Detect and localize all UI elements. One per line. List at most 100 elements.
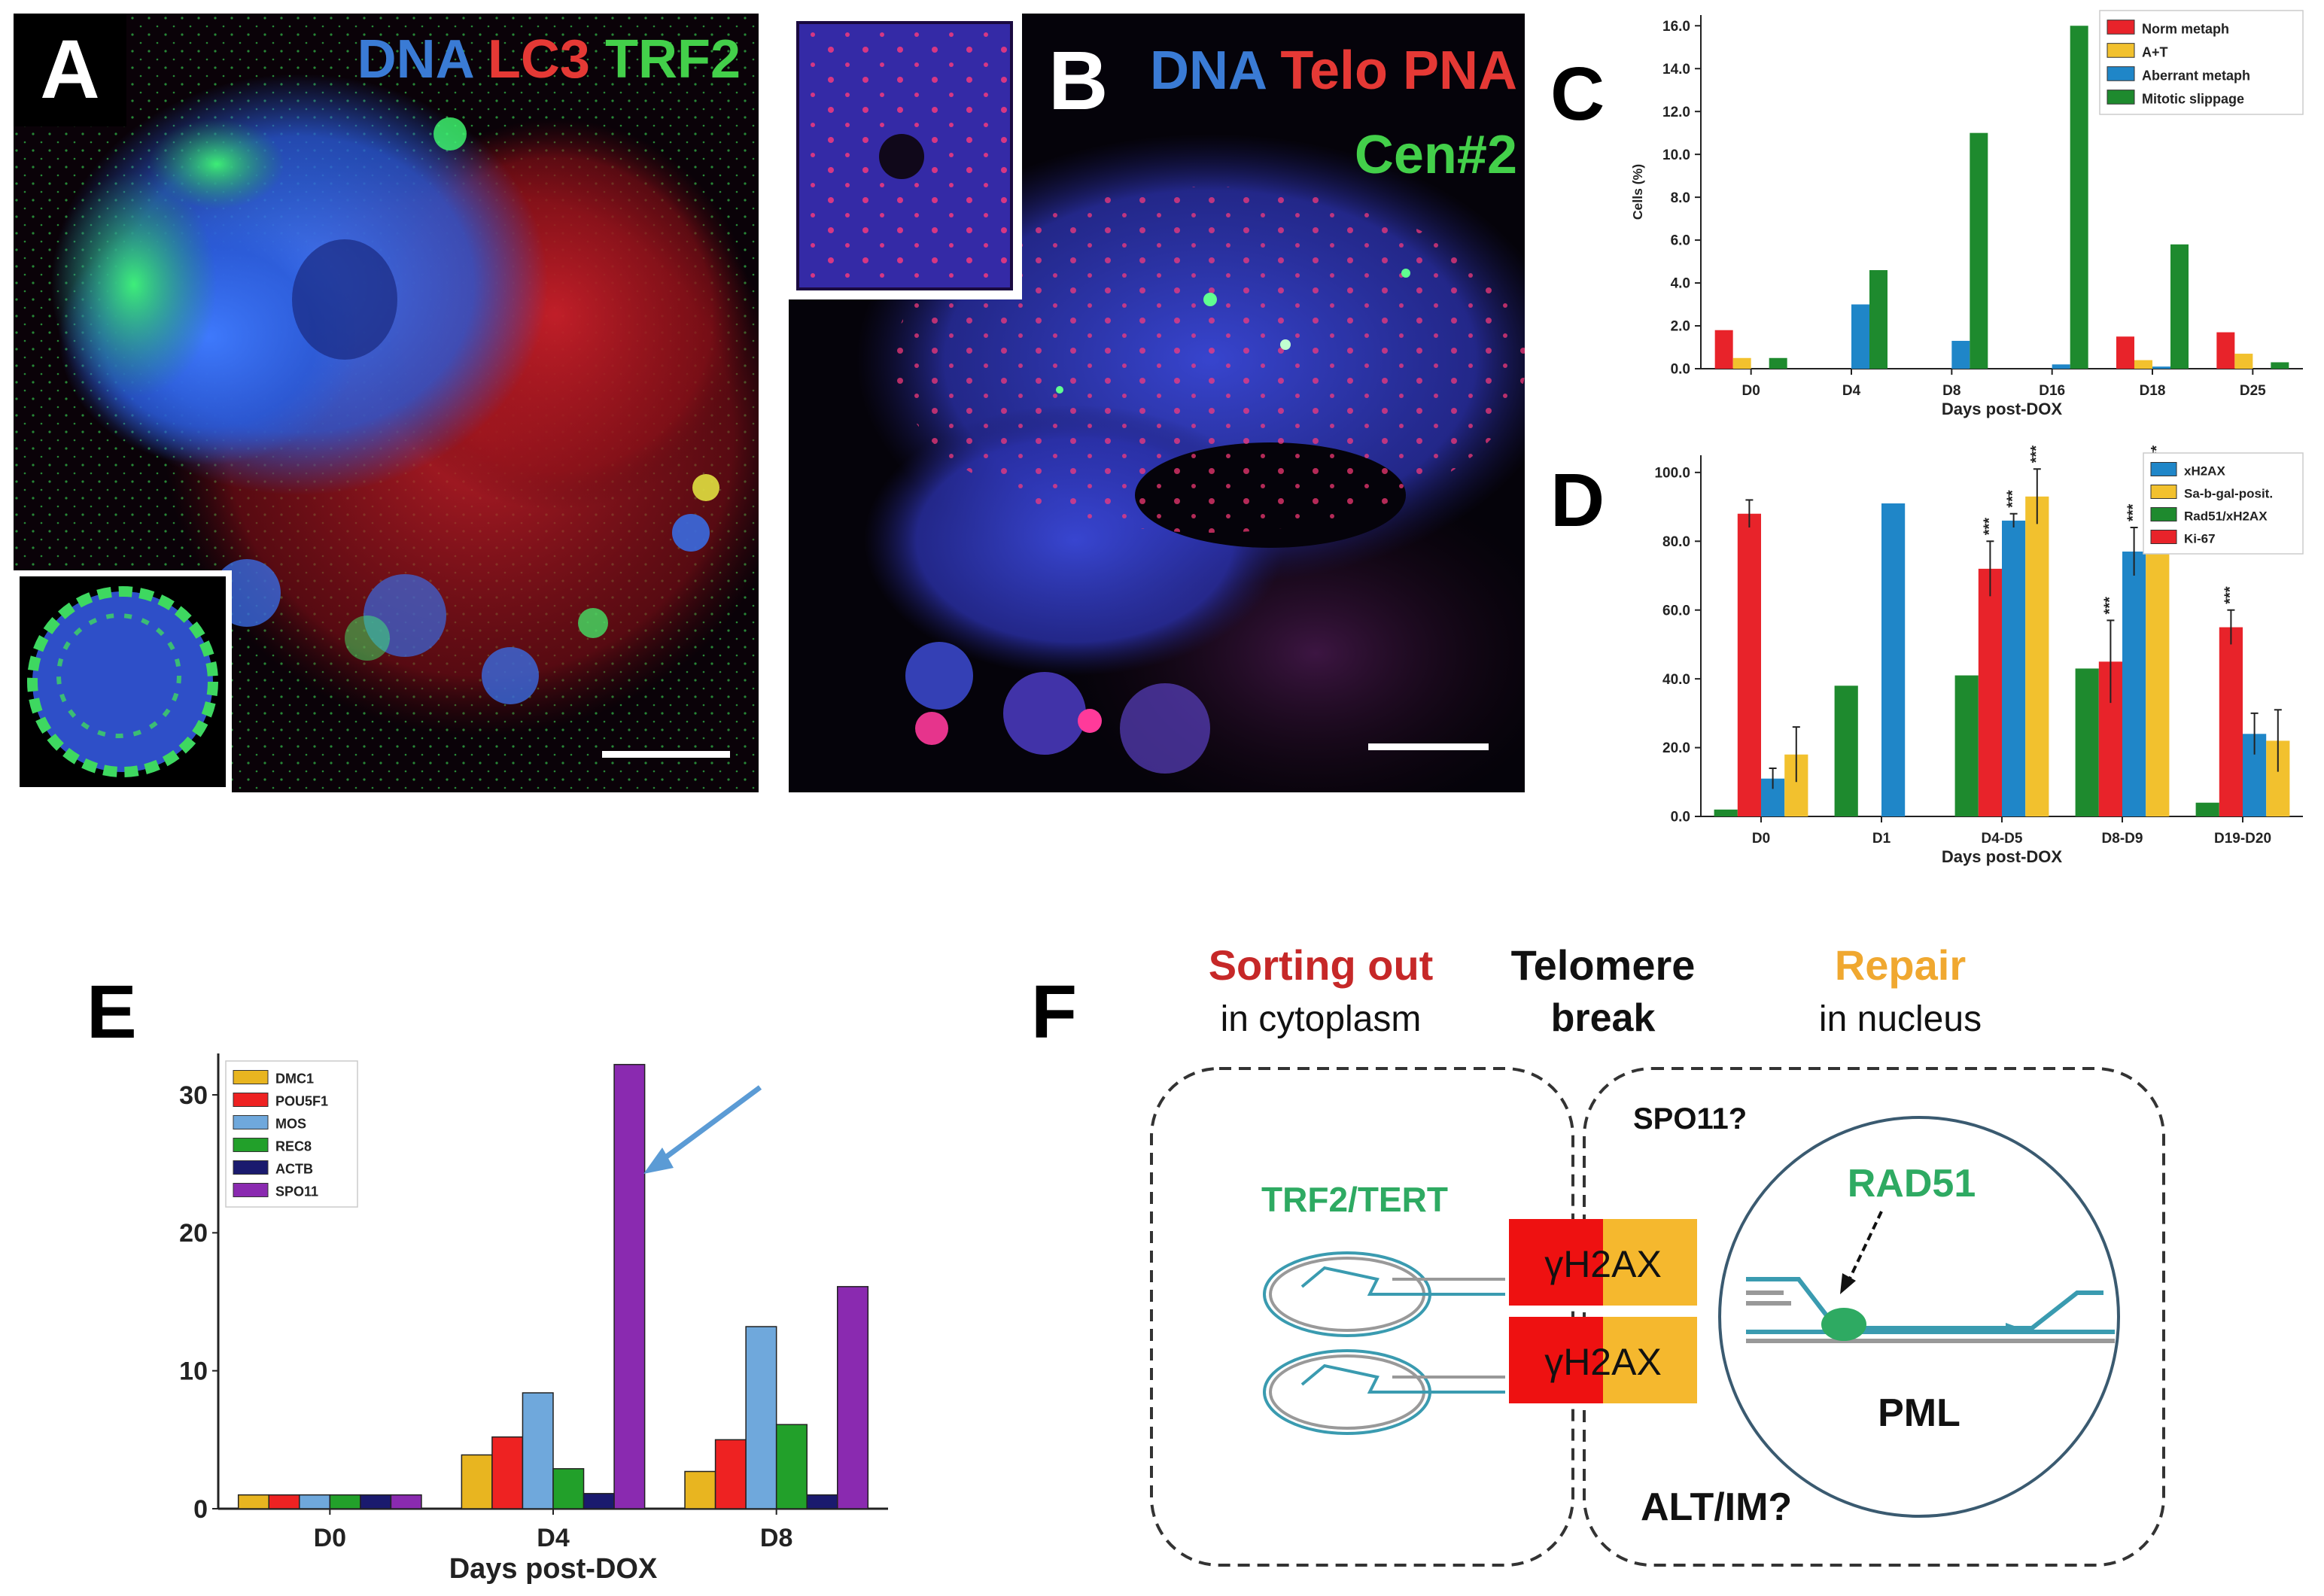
bar-spo11 (390, 1494, 422, 1509)
legend-label: REC8 (275, 1139, 312, 1154)
x-tick-label: D16 (2039, 383, 2065, 399)
y-tick-label: 14.0 (1662, 62, 1690, 78)
bar-sa-b-gal-posit- (2025, 496, 2049, 816)
panel-f-letter: F (1031, 970, 1078, 1054)
bar-actb (583, 1493, 615, 1509)
x-tick-label: D25 (2240, 383, 2266, 399)
heading-in-nucleus: in nucleus (1819, 999, 1982, 1039)
bar-rad51-xh2ax (2195, 802, 2219, 816)
heading-in-cytoplasm: in cytoplasm (1221, 999, 1422, 1039)
panel-c-letter: C (1550, 52, 1605, 136)
bar-a-t (2234, 354, 2253, 369)
x-tick-label: D4 (1842, 383, 1861, 399)
legend-label: DMC1 (275, 1072, 314, 1087)
legend-swatch (233, 1138, 269, 1152)
significance-stars: *** (2101, 597, 2118, 615)
y-tick-label: 20 (179, 1219, 208, 1248)
panel-d-letter: D (1550, 458, 1605, 543)
legend-label: SPO11 (275, 1184, 318, 1199)
bar-dmc1 (237, 1494, 269, 1509)
panel-b-stain-legend: DNA Telo PNA Cen#2 (1150, 29, 1517, 197)
stain-lc3-label: LC3 (487, 29, 590, 90)
stain-cen-label: Cen#2 (1354, 125, 1517, 185)
bar-spo11 (613, 1063, 646, 1509)
rad51-protein-icon (1821, 1308, 1866, 1341)
legend-label: Norm metaph (2142, 21, 2229, 36)
panel-b-stain-row-1: DNA Telo PNA (1150, 29, 1517, 113)
bar-xh2ax (2122, 552, 2146, 816)
legend-label: Ki-67 (2184, 532, 2216, 546)
panel-a-micrograph: A DNA LC3 TRF2 (14, 14, 759, 792)
bar-rad51-xh2ax (1834, 686, 1858, 816)
y-tick-label: 10 (179, 1357, 208, 1386)
y-tick-label: 16.0 (1662, 19, 1690, 35)
bar-spo11 (837, 1286, 869, 1509)
x-tick-label: D4 (537, 1524, 570, 1552)
legend-swatch (233, 1160, 269, 1175)
x-tick-label: D0 (314, 1524, 346, 1552)
highlight-arrow-line (656, 1085, 762, 1165)
yh2ax-box: γH2AX (1509, 1219, 1697, 1306)
legend-label: ACTB (275, 1162, 313, 1177)
bar-xh2ax (2002, 520, 2026, 816)
bar-norm-metaph (2116, 336, 2134, 369)
y-tick-label: 20.0 (1662, 740, 1690, 756)
panel-f-diagram: Sorting out in cytoplasm Telomere break … (1150, 941, 2165, 1567)
bar-dmc1 (461, 1454, 493, 1509)
bar-pou5f1 (268, 1494, 300, 1509)
legend-swatch (2107, 43, 2135, 58)
spo11-label: SPO11? (1633, 1102, 1747, 1135)
significance-stars: *** (2125, 503, 2142, 521)
x-axis-title: Days post-DOX (1942, 847, 2062, 866)
bar-rad51-xh2ax (2075, 668, 2099, 816)
rad51-arrow (1846, 1211, 1883, 1284)
y-tick-label: 12.0 (1662, 105, 1690, 120)
bar-rec8 (329, 1494, 361, 1509)
x-tick-label: D8-D9 (2102, 831, 2143, 847)
panel-b-letter: B (1048, 35, 1109, 127)
panel-b-micrograph: B DNA Telo PNA Cen#2 (789, 14, 1525, 792)
bar-norm-metaph (2216, 332, 2235, 369)
legend-swatch (233, 1115, 269, 1129)
heading-repair: Repair (1835, 941, 1966, 989)
x-axis-title: Days post-DOX (1942, 400, 2062, 418)
bar-norm-metaph (1714, 330, 1733, 369)
y-tick-label: 8.0 (1671, 190, 1690, 206)
bar-ki-67 (2219, 627, 2243, 816)
legend-label: xH2AX (2184, 464, 2225, 479)
rad51-label: RAD51 (1848, 1162, 1976, 1205)
bar-mitotic-slippage (1869, 269, 1887, 369)
rad51-arrowhead-icon (1840, 1273, 1856, 1294)
bar-mitotic-slippage (2170, 244, 2189, 369)
bar-aberrant-metaph (2052, 364, 2070, 369)
pml-label: PML (1878, 1391, 1960, 1435)
stain-trf2-label: TRF2 (605, 29, 741, 90)
stain-dna-label: DNA (357, 29, 473, 90)
y-axis-title: Cells (%) (1630, 164, 1645, 220)
legend-label: Rad51/xH2AX (2184, 509, 2268, 524)
y-tick-label: 6.0 (1671, 233, 1690, 249)
bar-aberrant-metaph (1951, 340, 1970, 369)
y-tick-label: 0.0 (1671, 362, 1690, 378)
panel-b-image (789, 14, 1525, 792)
bar-mitotic-slippage (1970, 132, 1988, 369)
stain-dna-label: DNA (1149, 41, 1266, 101)
bar-pou5f1 (714, 1439, 747, 1509)
y-tick-label: 4.0 (1671, 276, 1690, 292)
heading-break: break (1551, 996, 1656, 1040)
bar-rad51-xh2ax (1954, 675, 1979, 816)
bar-ki-67 (1737, 513, 1761, 816)
bar-mitotic-slippage (2271, 362, 2289, 369)
heading-sorting-out: Sorting out (1209, 941, 1434, 989)
significance-stars: *** (2005, 490, 2021, 508)
x-tick-label: D0 (1752, 831, 1770, 847)
x-tick-label: D8 (1942, 383, 1960, 399)
legend-label: A+T (2142, 44, 2168, 59)
bar-aberrant-metaph (1851, 304, 1869, 369)
bar-mitotic-slippage (2070, 26, 2088, 369)
x-tick-label: D1 (1872, 831, 1891, 847)
panel-e-letter: E (87, 970, 137, 1054)
yh2ax-box: γH2AX (1509, 1317, 1697, 1403)
chart-c: 0.0 2.0 4.0 6.0 8.0 10.0 12.0 14.0 16.0 D0 D4 D8 D16… (1630, 10, 2304, 418)
significance-stars: *** (2028, 445, 2045, 464)
